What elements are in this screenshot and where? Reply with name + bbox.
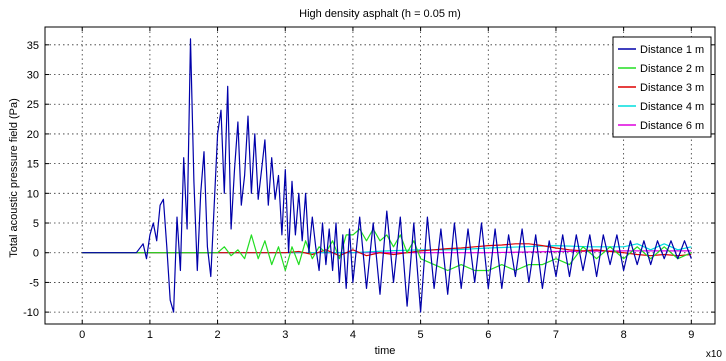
plot-frame <box>44 26 716 325</box>
y-tick-label: 0 <box>33 248 39 260</box>
x-tick-label: 7 <box>553 329 559 341</box>
y-axis-label: Total acoustic pressure field (Pa) <box>8 98 20 258</box>
legend-entry: Distance 3 m <box>640 82 704 94</box>
y-tick-label: -10 <box>23 307 39 319</box>
x-axis-label: time <box>375 345 396 357</box>
legend-entry: Distance 1 m <box>640 44 704 56</box>
x-tick-label: 5 <box>418 329 424 341</box>
x-tick-label: 6 <box>485 329 491 341</box>
y-tick-label: 30 <box>27 70 39 82</box>
x-tick-label: 2 <box>215 329 221 341</box>
x-tick-label: 3 <box>282 329 288 341</box>
x-tick-label: 8 <box>621 329 627 341</box>
chart-title: High density asphalt (h = 0.05 m) <box>299 8 461 20</box>
x-tick-label: 9 <box>688 329 694 341</box>
y-tick-label: 10 <box>27 188 39 200</box>
series-line-distance-2-m <box>82 228 692 272</box>
y-tick-label: 15 <box>27 159 39 171</box>
legend-entry: Distance 2 m <box>640 63 704 75</box>
y-tick-label: 5 <box>33 218 39 230</box>
plot-area <box>45 27 715 324</box>
axes: 0 1 2 3 4 5 6 7 8 9 -10 -5 0 5 10 15 20 25 30 35 <box>23 27 715 341</box>
legend: Distance 1 m Distance 2 m Distance 3 m Dist… <box>612 36 712 138</box>
x-axis-exponent-label: x10 <box>706 349 723 360</box>
x-tick-label: 1 <box>147 329 153 341</box>
legend-entry: Distance 6 m <box>640 120 704 132</box>
y-tick-label: 25 <box>27 99 39 111</box>
series-layer <box>82 38 692 313</box>
x-tick-label: 0 <box>79 329 85 341</box>
y-tick-label: 35 <box>27 40 39 52</box>
legend-entry: Distance 4 m <box>640 101 704 113</box>
series-line-distance-1-m <box>82 38 692 313</box>
y-tick-label: -5 <box>29 277 39 289</box>
x-tick-label: 4 <box>350 329 356 341</box>
y-tick-label: 20 <box>27 129 39 141</box>
